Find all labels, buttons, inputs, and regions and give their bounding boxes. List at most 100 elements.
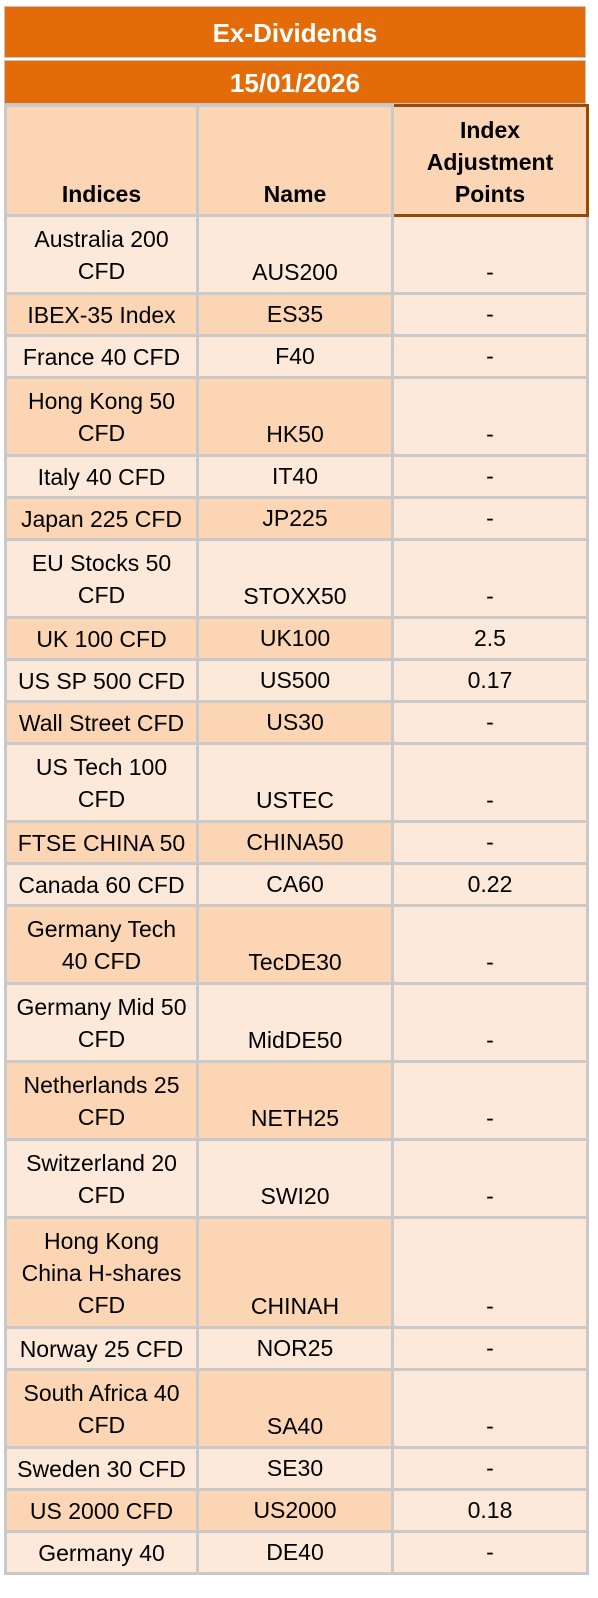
table-row: Hong Kong China H-shares CFD CHINAH -: [4, 1216, 589, 1329]
table-row: Japan 225 CFD JP225 -: [4, 496, 589, 541]
table-header-row: Indices Name Index Adjustment Points: [4, 104, 589, 217]
row-points: -: [391, 376, 589, 457]
row-points: -: [391, 334, 589, 379]
row-index: Australia 200 CFD: [4, 214, 199, 295]
row-name: SWI20: [196, 1138, 394, 1219]
row-index: Canada 60 CFD: [4, 862, 199, 907]
row-index: France 40 CFD: [4, 334, 199, 379]
row-points: -: [391, 1216, 589, 1329]
row-name: SE30: [196, 1446, 394, 1491]
ex-dividends-table: Indices Name Index Adjustment Points Aus…: [4, 104, 589, 1575]
row-index: Germany Tech 40 CFD: [4, 904, 199, 985]
table-row: EU Stocks 50 CFD STOXX50 -: [4, 538, 589, 619]
row-index: UK 100 CFD: [4, 616, 199, 661]
row-points: -: [391, 214, 589, 295]
header-name: Name: [196, 104, 394, 217]
row-name: US30: [196, 700, 394, 745]
row-points: -: [391, 1060, 589, 1141]
row-index: Hong Kong 50 CFD: [4, 376, 199, 457]
row-index: Sweden 30 CFD: [4, 1446, 199, 1491]
table-row: US Tech 100 CFD USTEC -: [4, 742, 589, 823]
row-index: Wall Street CFD: [4, 700, 199, 745]
row-index: Italy 40 CFD: [4, 454, 199, 499]
ex-dividends-sheet: Ex-Dividends 15/01/2026 Indices Name Ind…: [4, 6, 589, 1575]
header-adjustment-points: Index Adjustment Points: [391, 104, 589, 217]
row-points: -: [391, 454, 589, 499]
table-row: Italy 40 CFD IT40 -: [4, 454, 589, 499]
row-name: CHINA50: [196, 820, 394, 865]
row-points: -: [391, 700, 589, 745]
row-name: STOXX50: [196, 538, 394, 619]
row-index: Germany 40: [4, 1530, 199, 1575]
table-row: IBEX-35 Index ES35 -: [4, 292, 589, 337]
header-indices: Indices: [4, 104, 199, 217]
row-name: TecDE30: [196, 904, 394, 985]
row-points: -: [391, 820, 589, 865]
row-name: ES35: [196, 292, 394, 337]
row-points: -: [391, 1446, 589, 1491]
row-name: CA60: [196, 862, 394, 907]
row-index: Norway 25 CFD: [4, 1326, 199, 1371]
row-index: Switzerland 20 CFD: [4, 1138, 199, 1219]
row-points: 0.22: [391, 862, 589, 907]
table-row: France 40 CFD F40 -: [4, 334, 589, 379]
row-name: AUS200: [196, 214, 394, 295]
row-name: CHINAH: [196, 1216, 394, 1329]
row-points: -: [391, 538, 589, 619]
row-index: US Tech 100 CFD: [4, 742, 199, 823]
row-index: Netherlands 25 CFD: [4, 1060, 199, 1141]
table-row: Netherlands 25 CFD NETH25 -: [4, 1060, 589, 1141]
table-row: US 2000 CFD US2000 0.18: [4, 1488, 589, 1533]
row-name: NETH25: [196, 1060, 394, 1141]
row-points: 2.5: [391, 616, 589, 661]
row-points: -: [391, 1326, 589, 1371]
row-name: US2000: [196, 1488, 394, 1533]
row-name: F40: [196, 334, 394, 379]
table-row: Germany Tech 40 CFD TecDE30 -: [4, 904, 589, 985]
row-points: 0.18: [391, 1488, 589, 1533]
table-row: UK 100 CFD UK100 2.5: [4, 616, 589, 661]
row-points: -: [391, 742, 589, 823]
row-points: -: [391, 292, 589, 337]
sheet-date: 15/01/2026: [4, 60, 586, 104]
table-row: FTSE CHINA 50 CHINA50 -: [4, 820, 589, 865]
row-index: Hong Kong China H-shares CFD: [4, 1216, 199, 1329]
row-name: HK50: [196, 376, 394, 457]
row-name: IT40: [196, 454, 394, 499]
row-points: -: [391, 1530, 589, 1575]
table-row: Sweden 30 CFD SE30 -: [4, 1446, 589, 1491]
row-points: -: [391, 496, 589, 541]
table-row: US SP 500 CFD US500 0.17: [4, 658, 589, 703]
table-row: Germany 40 DE40 -: [4, 1530, 589, 1575]
table-row: Hong Kong 50 CFD HK50 -: [4, 376, 589, 457]
table-row: South Africa 40 CFD SA40 -: [4, 1368, 589, 1449]
row-points: -: [391, 1368, 589, 1449]
row-index: Japan 225 CFD: [4, 496, 199, 541]
table-row: Norway 25 CFD NOR25 -: [4, 1326, 589, 1371]
row-name: US500: [196, 658, 394, 703]
row-name: MidDE50: [196, 982, 394, 1063]
table-row: Germany Mid 50 CFD MidDE50 -: [4, 982, 589, 1063]
table-row: Canada 60 CFD CA60 0.22: [4, 862, 589, 907]
row-name: UK100: [196, 616, 394, 661]
row-name: SA40: [196, 1368, 394, 1449]
row-index: EU Stocks 50 CFD: [4, 538, 199, 619]
row-name: USTEC: [196, 742, 394, 823]
table-row: Switzerland 20 CFD SWI20 -: [4, 1138, 589, 1219]
row-index: IBEX-35 Index: [4, 292, 199, 337]
row-index: US SP 500 CFD: [4, 658, 199, 703]
table-row: Wall Street CFD US30 -: [4, 700, 589, 745]
row-index: FTSE CHINA 50: [4, 820, 199, 865]
row-name: JP225: [196, 496, 394, 541]
row-points: -: [391, 982, 589, 1063]
row-name: DE40: [196, 1530, 394, 1575]
row-index: Germany Mid 50 CFD: [4, 982, 199, 1063]
sheet-title: Ex-Dividends: [4, 6, 586, 58]
row-points: 0.17: [391, 658, 589, 703]
row-points: -: [391, 1138, 589, 1219]
row-points: -: [391, 904, 589, 985]
row-index: South Africa 40 CFD: [4, 1368, 199, 1449]
row-name: NOR25: [196, 1326, 394, 1371]
row-index: US 2000 CFD: [4, 1488, 199, 1533]
table-row: Australia 200 CFD AUS200 -: [4, 214, 589, 295]
